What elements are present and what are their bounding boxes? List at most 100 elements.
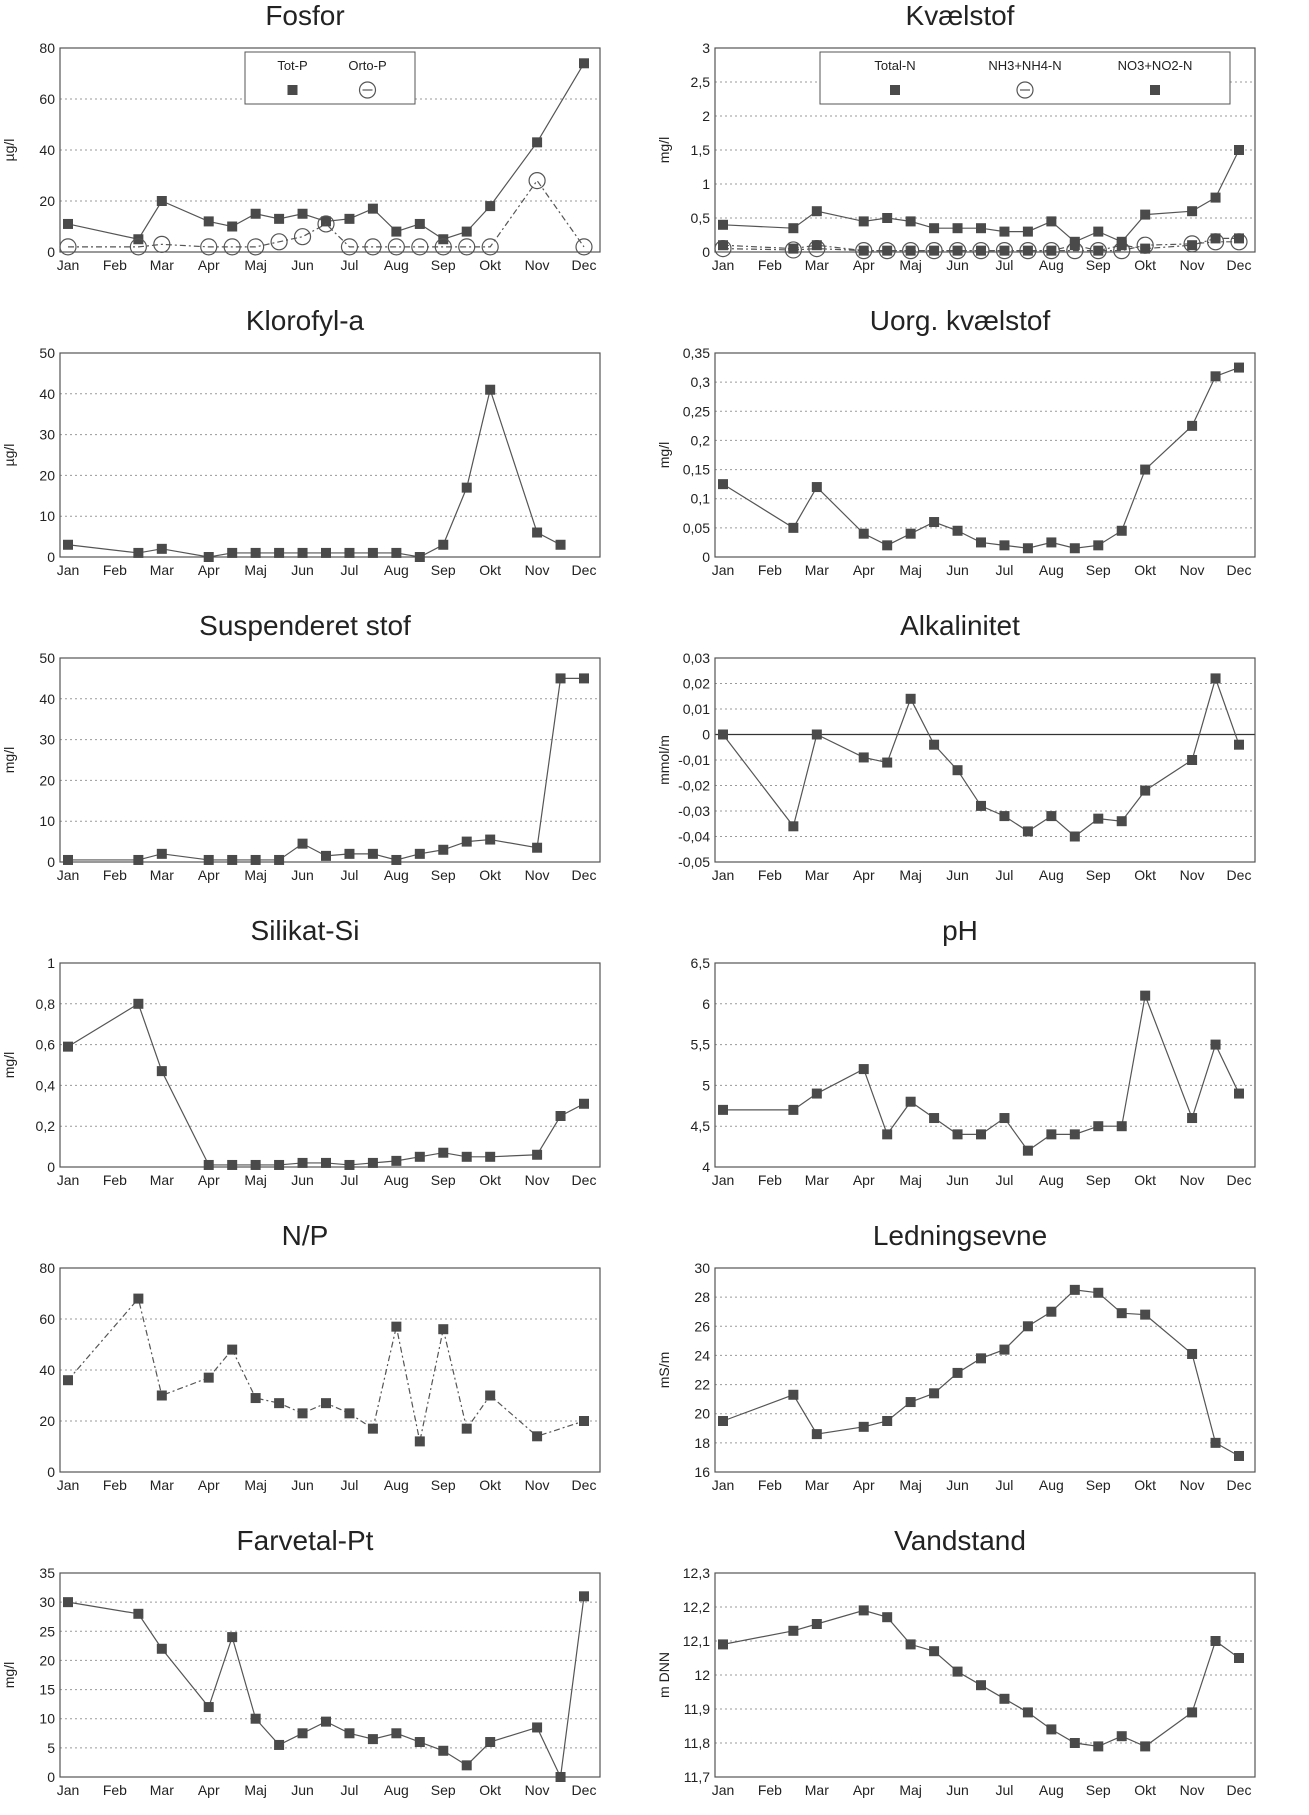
chart-title: Alkalinitet — [900, 610, 1020, 641]
data-point — [438, 1324, 449, 1335]
x-tick-label: Apr — [198, 257, 220, 273]
data-point — [952, 1666, 963, 1677]
x-tick-label: Jul — [341, 867, 359, 883]
data-point — [811, 240, 822, 251]
data-point — [133, 1293, 144, 1304]
x-tick-label: Nov — [1180, 562, 1205, 578]
data-point — [133, 1608, 144, 1619]
data-point — [1187, 240, 1198, 251]
data-point — [532, 1149, 543, 1160]
y-tick-label: 12,2 — [683, 1599, 710, 1615]
data-point — [1210, 673, 1221, 684]
data-point — [858, 1064, 869, 1075]
data-point — [203, 552, 214, 562]
data-point — [579, 58, 589, 69]
data-point — [391, 1728, 402, 1739]
x-tick-label: Jan — [57, 867, 80, 883]
x-tick-label: Jun — [291, 257, 314, 273]
x-tick-label: Jul — [996, 867, 1014, 883]
data-point — [438, 539, 449, 550]
legend-marker — [890, 85, 900, 95]
x-tick-label: Aug — [384, 257, 409, 273]
data-point — [485, 201, 496, 212]
chart-title: Vandstand — [894, 1525, 1026, 1556]
data-point — [1116, 1308, 1127, 1319]
x-tick-label: Sep — [1086, 562, 1111, 578]
x-tick-label: Aug — [384, 1782, 409, 1798]
data-point — [1210, 1039, 1221, 1050]
x-tick-label: Nov — [1180, 1782, 1205, 1798]
data-point — [999, 811, 1010, 822]
data-point — [1140, 785, 1151, 796]
x-tick-label: Dec — [572, 867, 597, 883]
data-point — [718, 729, 728, 740]
y-tick-label: 0 — [47, 854, 55, 870]
chart-title: N/P — [281, 1220, 329, 1251]
y-tick-label: 0,3 — [691, 374, 711, 390]
data-point — [63, 854, 73, 865]
x-tick-label: Mar — [805, 867, 829, 883]
data-point — [905, 1397, 916, 1408]
data-point — [1069, 543, 1080, 554]
data-point — [1046, 245, 1057, 256]
x-tick-label: Jan — [712, 562, 735, 578]
x-tick-label: Okt — [1134, 562, 1156, 578]
data-point — [481, 238, 499, 256]
series-line — [68, 179, 585, 248]
data-point — [156, 196, 167, 206]
x-tick-label: Maj — [899, 1172, 922, 1188]
data-point — [1187, 1707, 1198, 1718]
x-tick-label: Feb — [758, 1477, 782, 1493]
data-point — [1093, 226, 1104, 237]
chart-title: Farvetal-Pt — [236, 1525, 374, 1556]
y-axis-label: mg/l — [1, 1662, 17, 1688]
y-tick-label: 6,5 — [691, 955, 711, 971]
data-point — [270, 233, 288, 251]
legend-marker — [358, 81, 377, 99]
data-point — [858, 752, 869, 763]
x-tick-label: Sep — [431, 1782, 456, 1798]
x-tick-label: Apr — [853, 867, 875, 883]
data-point — [976, 537, 986, 548]
x-tick-label: Jan — [712, 1172, 735, 1188]
x-tick-label: Dec — [1227, 257, 1252, 273]
data-point — [1046, 1306, 1057, 1317]
x-tick-label: Apr — [853, 562, 875, 578]
chart-title: Klorofyl-a — [245, 305, 365, 336]
data-point — [1093, 1741, 1104, 1752]
x-tick-label: Okt — [1134, 1172, 1156, 1188]
data-point — [811, 729, 822, 740]
y-tick-label: 0,4 — [36, 1077, 56, 1093]
data-point — [1234, 145, 1244, 155]
data-point — [1093, 1287, 1104, 1298]
data-point — [858, 528, 869, 539]
data-point — [274, 1739, 285, 1750]
data-point — [718, 219, 728, 230]
y-tick-label: 0 — [47, 549, 55, 565]
y-tick-label: 30 — [39, 732, 55, 748]
data-point — [1022, 1321, 1033, 1332]
y-tick-label: 10 — [39, 1711, 55, 1727]
data-point — [1140, 1741, 1151, 1752]
x-tick-label: Feb — [758, 562, 782, 578]
y-tick-label: 40 — [39, 142, 55, 158]
data-point — [391, 854, 402, 865]
x-tick-label: Maj — [899, 257, 922, 273]
data-point — [905, 693, 916, 704]
data-point — [344, 1728, 355, 1739]
x-tick-label: Sep — [431, 1477, 456, 1493]
chart-panel-farvetal: Farvetal-Pt 0 5 10 15 20 25 30 35 Jan Feb Mar Apr Maj… — [0, 1525, 610, 1815]
data-point — [59, 238, 77, 256]
x-tick-label: Mar — [150, 562, 174, 578]
data-point — [532, 1431, 543, 1442]
x-tick-label: Apr — [853, 1172, 875, 1188]
data-point — [344, 213, 355, 224]
data-point — [156, 1643, 167, 1654]
data-point — [250, 854, 261, 865]
data-point — [367, 203, 378, 214]
chart-title: pH — [942, 915, 978, 946]
data-point — [1234, 1653, 1244, 1663]
data-point — [788, 243, 799, 254]
data-point — [227, 221, 238, 232]
x-tick-label: Jan — [57, 257, 80, 273]
